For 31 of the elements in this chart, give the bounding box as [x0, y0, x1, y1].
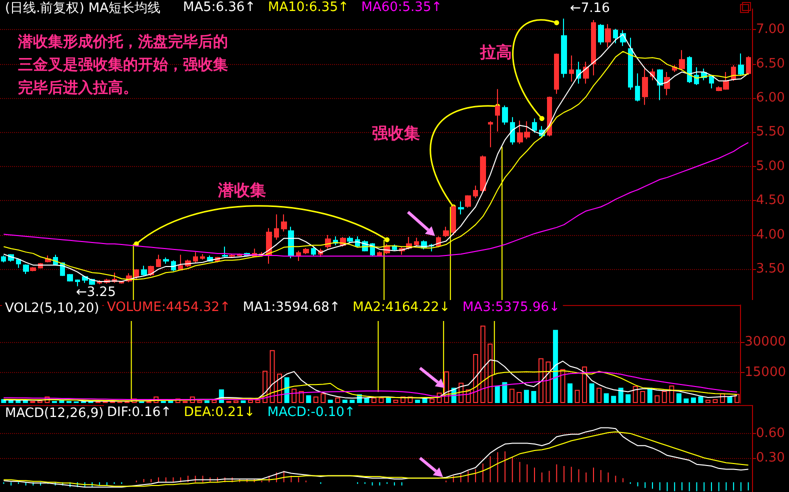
y-tick-label: 6.50 — [756, 56, 785, 72]
chart-title: VOL2(5,10,20) — [5, 301, 100, 316]
text: MA60:5.35↑ — [361, 0, 442, 15]
annotation: 潜收集 — [217, 180, 266, 200]
text: MA1:3594.68↑ — [242, 300, 340, 315]
text: DEA:0.21↓ — [184, 405, 256, 420]
y-tick-label: 15000 — [744, 364, 786, 380]
annotation: ←7.16 — [570, 1, 610, 16]
y-tick-label: 4.00 — [756, 227, 785, 242]
chart-title: (日线.前复权) MA短长均线 — [5, 1, 161, 16]
y-tick-label: 0.60 — [756, 426, 785, 441]
annotation: 强收集 — [372, 124, 420, 142]
annotation: 拉高 — [479, 42, 512, 62]
text: MA3:5375.96↓ — [462, 300, 560, 315]
annotation: 潜收集形成价托，洗盘完毕后的三金叉是强收集的开始，强收集完毕后进入拉高。 — [17, 32, 228, 96]
y-tick-label: 30000 — [744, 334, 786, 350]
text: DIF:0.16↑ — [107, 405, 172, 420]
y-tick-label: 7.00 — [756, 22, 785, 38]
text: MA10:6.35↑ — [268, 0, 349, 15]
text: MA5:6.36↑ — [183, 0, 256, 15]
y-tick-label: 3.50 — [756, 262, 785, 277]
text: MA2:4164.22↓ — [352, 300, 450, 315]
text: MACD:-0.10↑ — [267, 405, 356, 420]
y-tick-label: 5.00 — [756, 158, 785, 174]
y-tick-label: 0.30 — [756, 450, 785, 466]
chart-title: MACD(12,26,9) — [5, 406, 104, 421]
annotation: ←3.25 — [76, 285, 116, 300]
y-tick-label: 4.50 — [756, 193, 785, 208]
text: VOLUME:4454.32↑ — [107, 300, 230, 315]
y-tick-label: 6.00 — [756, 90, 785, 106]
y-tick-label: 5.50 — [756, 124, 785, 140]
